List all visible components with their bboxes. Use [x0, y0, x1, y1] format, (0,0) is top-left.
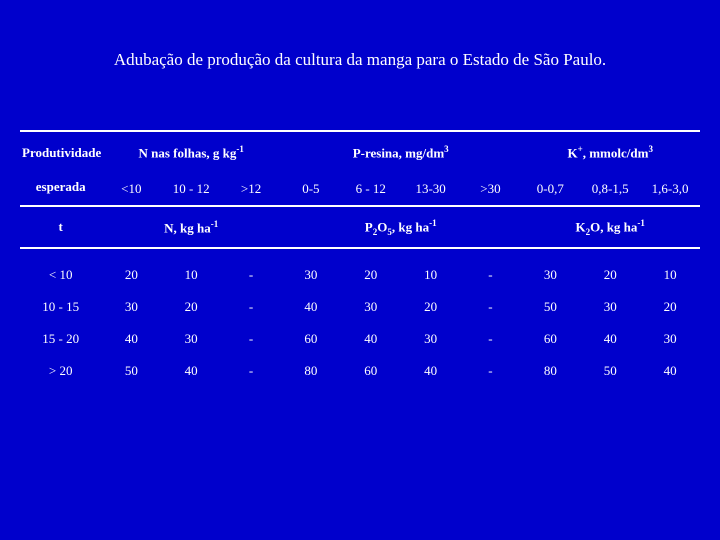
table-row: 15 - 20 40 30 - 60 40 30 - 60 40 30 — [20, 323, 700, 355]
cell: - — [221, 355, 281, 387]
cell: < 10 — [20, 259, 101, 291]
cell: 20 — [101, 259, 161, 291]
cell: 15 - 20 — [20, 323, 101, 355]
slide: Adubação de produção da cultura da manga… — [0, 0, 720, 540]
cell: 30 — [341, 291, 401, 323]
cell: 60 — [520, 323, 580, 355]
cell: - — [461, 291, 521, 323]
cell: 30 — [401, 323, 461, 355]
hdr-r9: 0,8-1,5 — [580, 173, 640, 206]
hdr-produtividade: Produtividade — [20, 131, 101, 173]
hdr-r2: 10 - 12 — [161, 173, 221, 206]
cell: - — [461, 323, 521, 355]
hdr-p2o5: P2O5, kg ha-1 — [281, 206, 520, 248]
cell: 30 — [520, 259, 580, 291]
cell: 30 — [161, 323, 221, 355]
cell: 40 — [101, 323, 161, 355]
hdr-n-kgha: N, kg ha-1 — [101, 206, 281, 248]
hdr-r7: >30 — [461, 173, 521, 206]
cell: 40 — [401, 355, 461, 387]
cell: 80 — [520, 355, 580, 387]
cell: 30 — [281, 259, 341, 291]
cell: 20 — [580, 259, 640, 291]
cell: 60 — [341, 355, 401, 387]
cell: 40 — [580, 323, 640, 355]
cell: - — [461, 259, 521, 291]
cell: 30 — [101, 291, 161, 323]
cell: 10 — [161, 259, 221, 291]
hdr-r1: <10 — [101, 173, 161, 206]
cell: - — [221, 259, 281, 291]
hdr-k2o: K2O, kg ha-1 — [520, 206, 700, 248]
cell: - — [461, 355, 521, 387]
hdr-esperada: esperada — [20, 173, 101, 206]
cell: 30 — [580, 291, 640, 323]
cell: 40 — [640, 355, 700, 387]
cell: > 20 — [20, 355, 101, 387]
cell: 10 - 15 — [20, 291, 101, 323]
cell: 20 — [161, 291, 221, 323]
cell: 50 — [580, 355, 640, 387]
hdr-r10: 1,6-3,0 — [640, 173, 700, 206]
cell: 20 — [341, 259, 401, 291]
cell: 10 — [401, 259, 461, 291]
table-row: 10 - 15 30 20 - 40 30 20 - 50 30 20 — [20, 291, 700, 323]
hdr-r3: >12 — [221, 173, 281, 206]
page-title: Adubação de produção da cultura da manga… — [20, 50, 700, 70]
cell: 40 — [341, 323, 401, 355]
table-row: < 10 20 10 - 30 20 10 - 30 20 10 — [20, 259, 700, 291]
cell: 80 — [281, 355, 341, 387]
cell: 50 — [101, 355, 161, 387]
cell: 20 — [401, 291, 461, 323]
hdr-p-resina: P-resina, mg/dm3 — [281, 131, 520, 173]
hdr-n-folhas: N nas folhas, g kg-1 — [101, 131, 281, 173]
cell: 30 — [640, 323, 700, 355]
hdr-r8: 0-0,7 — [520, 173, 580, 206]
cell: 50 — [520, 291, 580, 323]
cell: 20 — [640, 291, 700, 323]
table-row: > 20 50 40 - 80 60 40 - 80 50 40 — [20, 355, 700, 387]
fertilization-table: Produtividade N nas folhas, g kg-1 P-res… — [20, 130, 700, 387]
cell: 10 — [640, 259, 700, 291]
cell: 60 — [281, 323, 341, 355]
hdr-r6: 13-30 — [401, 173, 461, 206]
hdr-t: t — [20, 206, 101, 248]
cell: - — [221, 323, 281, 355]
hdr-k: K+, mmolc/dm3 — [520, 131, 700, 173]
cell: - — [221, 291, 281, 323]
hdr-r5: 6 - 12 — [341, 173, 401, 206]
hdr-r4: 0-5 — [281, 173, 341, 206]
cell: 40 — [281, 291, 341, 323]
cell: 40 — [161, 355, 221, 387]
